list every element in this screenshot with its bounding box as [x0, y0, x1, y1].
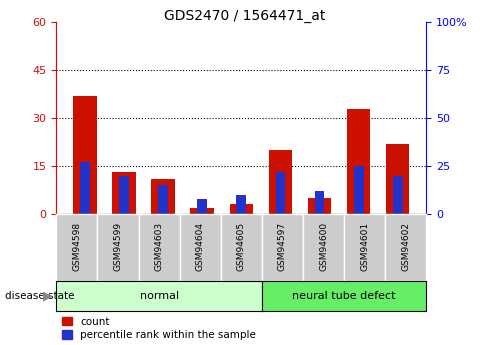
Text: GSM94605: GSM94605 — [237, 221, 246, 271]
Text: GSM94600: GSM94600 — [319, 221, 328, 271]
Bar — [315, 191, 324, 214]
Bar — [269, 150, 292, 214]
Text: GSM94602: GSM94602 — [401, 222, 410, 271]
Bar — [393, 176, 403, 214]
Bar — [275, 172, 285, 214]
Bar — [80, 162, 90, 214]
Text: GSM94601: GSM94601 — [360, 221, 369, 271]
Text: GSM94599: GSM94599 — [114, 221, 122, 271]
Bar — [386, 144, 410, 214]
Bar — [112, 172, 136, 214]
Text: GSM94598: GSM94598 — [73, 221, 81, 271]
Bar — [230, 204, 253, 214]
Bar — [151, 179, 175, 214]
Bar — [354, 166, 364, 214]
Bar — [347, 109, 370, 214]
Bar — [73, 96, 97, 214]
Text: GSM94604: GSM94604 — [196, 222, 205, 271]
Bar — [197, 199, 207, 214]
Bar — [237, 195, 246, 214]
Text: GSM94603: GSM94603 — [155, 221, 164, 271]
Text: GSM94597: GSM94597 — [278, 221, 287, 271]
Bar — [158, 185, 168, 214]
Text: disease state: disease state — [5, 291, 74, 301]
Bar — [308, 198, 331, 214]
Text: neural tube defect: neural tube defect — [293, 291, 396, 301]
Text: ▶: ▶ — [43, 289, 53, 302]
Bar — [119, 176, 129, 214]
Text: GDS2470 / 1564471_at: GDS2470 / 1564471_at — [164, 9, 326, 23]
Text: normal: normal — [140, 291, 179, 301]
Legend: count, percentile rank within the sample: count, percentile rank within the sample — [62, 317, 256, 340]
Bar — [191, 208, 214, 214]
